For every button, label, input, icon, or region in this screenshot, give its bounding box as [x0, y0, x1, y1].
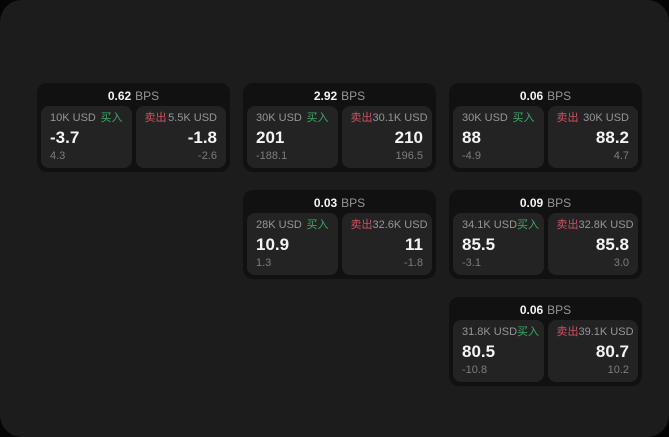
sell-side-tag: 卖出 [350, 112, 373, 124]
sell-price: -1.8 [187, 128, 217, 147]
buy-side-tag: 买入 [306, 219, 329, 231]
buy-panel[interactable]: 10K USD 买入 -3.7 4.3 [41, 106, 132, 168]
buy-price: 80.5 [462, 342, 496, 361]
sell-panel[interactable]: 卖出 30K USD 88.2 4.7 [547, 106, 638, 168]
buy-price: 201 [256, 128, 285, 147]
quote-card: 0.62 BPS 10K USD 买入 -3.7 4.3 卖出 5.5K USD [37, 83, 230, 172]
buy-notional: 34.1K USD [462, 219, 518, 231]
sell-price: 85.8 [595, 235, 629, 254]
buy-price: 10.9 [256, 235, 290, 254]
buy-side-tag: 买入 [517, 326, 540, 338]
sell-panel[interactable]: 卖出 32.6K USD 11 -1.8 [341, 213, 432, 275]
bps-header: 0.03 BPS [247, 194, 432, 213]
bps-unit: BPS [135, 89, 160, 103]
buy-sub-value: -188.1 [256, 150, 288, 162]
sell-sub-value: -2.6 [198, 150, 217, 162]
bps-unit: BPS [341, 89, 366, 103]
quote-panels: 28K USD 买入 10.9 1.3 卖出 32.6K USD 11 -1.8 [247, 213, 432, 275]
quote-card: 2.92 BPS 30K USD 买入 201 -188.1 卖出 30.1K … [243, 83, 436, 172]
bps-value: 0.06 [519, 89, 544, 103]
sell-sub-value: 10.2 [607, 364, 629, 376]
sell-notional: 30.1K USD [372, 112, 428, 124]
buy-sub-value: -10.8 [462, 364, 488, 376]
bps-unit: BPS [547, 89, 572, 103]
bps-header: 0.09 BPS [453, 194, 638, 213]
sell-side-tag: 卖出 [556, 219, 579, 231]
bps-value: 0.62 [107, 89, 132, 103]
sell-price: 210 [394, 128, 423, 147]
quote-panels: 30K USD 买入 88 -4.9 卖出 30K USD 88.2 4.7 [453, 106, 638, 168]
sell-notional: 32.6K USD [372, 219, 428, 231]
sell-panel[interactable]: 卖出 30.1K USD 210 196.5 [341, 106, 432, 168]
sell-side-tag: 卖出 [350, 219, 373, 231]
sell-notional: 39.1K USD [578, 326, 634, 338]
quote-panels: 10K USD 买入 -3.7 4.3 卖出 5.5K USD -1.8 -2.… [41, 106, 226, 168]
bps-header: 0.06 BPS [453, 87, 638, 106]
buy-price: 85.5 [462, 235, 496, 254]
quote-card: 0.06 BPS 31.8K USD 买入 80.5 -10.8 卖出 39.1… [449, 297, 642, 386]
sell-sub-value: 4.7 [613, 150, 629, 162]
sell-side-tag: 卖出 [556, 112, 579, 124]
bps-value: 2.92 [313, 89, 338, 103]
sell-sub-value: 3.0 [613, 257, 629, 269]
bps-value: 0.06 [519, 303, 544, 317]
sell-notional: 32.8K USD [578, 219, 634, 231]
sell-side-tag: 卖出 [144, 112, 167, 124]
buy-notional: 31.8K USD [462, 326, 518, 338]
quote-card: 0.09 BPS 34.1K USD 买入 85.5 -3.1 卖出 32.8K… [449, 190, 642, 279]
buy-notional: 28K USD [256, 219, 302, 231]
buy-sub-value: 1.3 [256, 257, 272, 269]
buy-side-tag: 买入 [100, 112, 123, 124]
buy-notional: 10K USD [50, 112, 96, 124]
sell-price: 11 [405, 235, 423, 254]
bps-header: 2.92 BPS [247, 87, 432, 106]
quote-panels: 30K USD 买入 201 -188.1 卖出 30.1K USD 210 1… [247, 106, 432, 168]
buy-panel[interactable]: 31.8K USD 买入 80.5 -10.8 [453, 320, 544, 382]
sell-panel[interactable]: 卖出 39.1K USD 80.7 10.2 [547, 320, 638, 382]
sell-panel[interactable]: 卖出 5.5K USD -1.8 -2.6 [135, 106, 226, 168]
quote-panels: 31.8K USD 买入 80.5 -10.8 卖出 39.1K USD 80.… [453, 320, 638, 382]
bps-header: 0.62 BPS [41, 87, 226, 106]
bps-value: 0.09 [519, 196, 544, 210]
sell-side-tag: 卖出 [556, 326, 579, 338]
buy-side-tag: 买入 [306, 112, 329, 124]
buy-price: -3.7 [50, 128, 80, 147]
buy-panel[interactable]: 30K USD 买入 88 -4.9 [453, 106, 544, 168]
sell-price: 88.2 [595, 128, 629, 147]
buy-sub-value: 4.3 [50, 150, 66, 162]
buy-sub-value: -3.1 [462, 257, 481, 269]
bps-unit: BPS [547, 196, 572, 210]
quote-cards-grid: 0.62 BPS 10K USD 买入 -3.7 4.3 卖出 5.5K USD [37, 83, 642, 386]
quote-panels: 34.1K USD 买入 85.5 -3.1 卖出 32.8K USD 85.8… [453, 213, 638, 275]
sell-sub-value: 196.5 [395, 150, 423, 162]
buy-price: 88 [462, 128, 481, 147]
buy-panel[interactable]: 28K USD 买入 10.9 1.3 [247, 213, 338, 275]
buy-side-tag: 买入 [517, 219, 540, 231]
sell-panel[interactable]: 卖出 32.8K USD 85.8 3.0 [547, 213, 638, 275]
quote-card: 0.06 BPS 30K USD 买入 88 -4.9 卖出 30K USD [449, 83, 642, 172]
buy-side-tag: 买入 [512, 112, 535, 124]
quote-card: 0.03 BPS 28K USD 买入 10.9 1.3 卖出 32.6K US… [243, 190, 436, 279]
buy-panel[interactable]: 34.1K USD 买入 85.5 -3.1 [453, 213, 544, 275]
bps-unit: BPS [547, 303, 572, 317]
buy-sub-value: -4.9 [462, 150, 481, 162]
buy-notional: 30K USD [256, 112, 302, 124]
bps-header: 0.06 BPS [453, 301, 638, 320]
bps-unit: BPS [341, 196, 366, 210]
buy-panel[interactable]: 30K USD 买入 201 -188.1 [247, 106, 338, 168]
sell-price: 80.7 [595, 342, 629, 361]
sell-sub-value: -1.8 [404, 257, 423, 269]
buy-notional: 30K USD [462, 112, 508, 124]
bps-value: 0.03 [313, 196, 338, 210]
sell-notional: 30K USD [583, 112, 629, 124]
sell-notional: 5.5K USD [168, 112, 217, 124]
